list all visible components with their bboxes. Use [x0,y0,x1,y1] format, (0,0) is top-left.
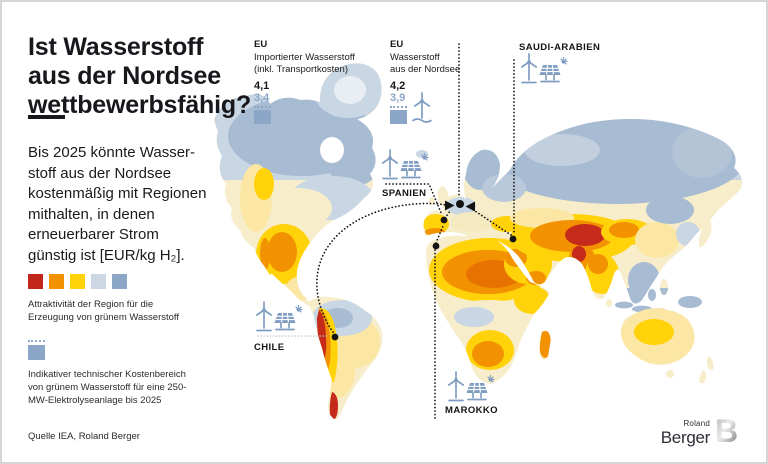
route-chile-to-northsea [316,202,446,336]
marker-saudi [509,235,517,243]
annotation-desc: Importierter Wasserstoff [254,51,355,63]
logo-roland: Roland [683,419,710,428]
annotation-eu-northsea: EU Wasserstoff aus der Nordsee 4,2 3,9 [390,39,520,124]
arrow-east-icon [465,201,475,212]
annotation-region: EU [254,39,268,50]
logo-b-mark: B [715,416,738,446]
scale-legend-label: Attraktivität der Region für die Erzeugu… [28,299,180,323]
cost-range-legend-label: Indikativer technischer Kostenbereich vo… [28,369,187,406]
annotation-region: EU [390,39,404,50]
scale-swatch-red [28,274,43,289]
marker-chile [331,333,339,341]
page-title: Ist Wasserstoff aus der Nordsee wettbewe… [28,32,252,119]
logo-b-letter: B [715,416,738,446]
scale-swatch-yellow [70,274,85,289]
route-lines [316,43,515,420]
scale-swatch-orange [49,274,64,289]
annotation-desc: aus der Nordsee [390,64,461,75]
route-spanien-label [385,183,443,216]
location-markers [331,200,517,341]
title-divider [28,115,65,119]
attractiveness-scale [28,274,127,289]
annotation-eu-imported: EU Importierter Wasserstoff (inkl. Trans… [254,39,384,124]
roland-berger-logo: Roland Berger B [661,416,738,446]
value-high: 4,1 [254,79,270,92]
label-chile: CHILE [254,342,285,353]
value-low: 3,4 [254,92,270,104]
logo-wordmark: Roland Berger [660,419,711,447]
scale-swatch-blue [112,274,127,289]
range-dash-top [28,340,45,342]
label-saudi-arabien: SAUDI-ARABIEN [519,42,601,53]
range-dash-top [254,105,271,108]
value-low: 3,9 [390,92,406,104]
value-high: 4,2 [390,79,406,92]
source-note: Quelle IEA, Roland Berger [28,431,140,442]
range-fill [390,109,407,124]
scale-swatch-lightblue [91,274,106,289]
range-fill [28,345,45,360]
cost-range-bar [254,105,271,124]
marker-morocco [432,242,440,250]
arrow-west-icon [445,200,455,211]
marker-northsea [456,200,464,208]
cost-range-legend-swatch [28,340,45,360]
annotation-desc: Wasserstoff [390,51,440,63]
annotation-desc: (inkl. Transportkosten) [254,64,348,75]
range-dash-top [390,105,407,108]
marker-spain [440,216,448,224]
chile-icons [255,301,303,332]
saudi-icons [520,53,568,84]
cost-range-bar [390,105,407,124]
range-fill [254,109,271,124]
route-morocco-to-spain [435,225,444,244]
label-marokko: MAROKKO [445,405,498,416]
logo-berger: Berger [660,428,711,447]
label-spanien: SPANIEN [382,188,427,199]
route-saudi-to-northsea [471,208,512,236]
intro-text: Bis 2025 könnte Wasser- stoff aus der No… [28,144,207,264]
